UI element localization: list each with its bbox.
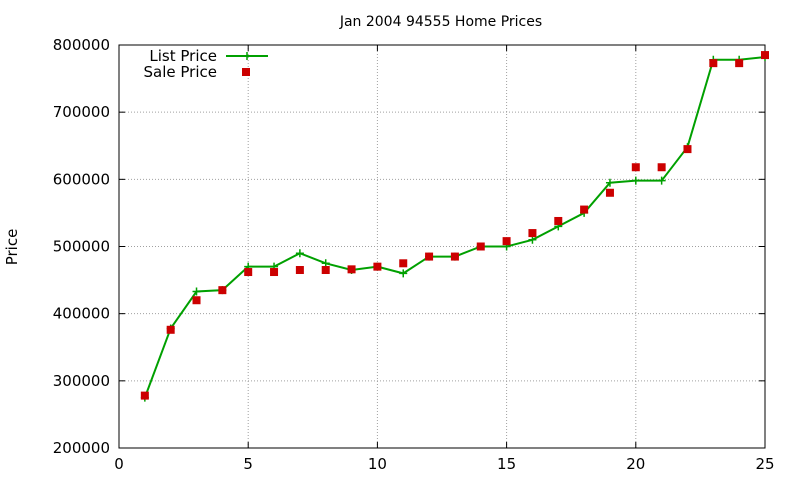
y-tick-label: 600000 [53, 170, 110, 188]
sale-price-marker [321, 266, 330, 275]
y-tick-label: 800000 [53, 36, 110, 54]
grid [119, 45, 765, 448]
sale-price-marker [683, 145, 692, 154]
plot-frame [118, 44, 766, 449]
legend-label-sale-price: Sale Price [144, 63, 217, 81]
list-price-marker [605, 178, 614, 187]
x-tick-label: 10 [368, 455, 387, 473]
sale-price-marker [657, 163, 666, 172]
chart-title: Jan 2004 94555 Home Prices [339, 14, 542, 30]
x-tick-label: 25 [755, 455, 774, 473]
sale-price-marker [476, 242, 485, 251]
list-price-marker [295, 249, 304, 258]
sale-price-marker [735, 59, 744, 68]
sale-price-marker [554, 216, 563, 225]
sale-price-marker [270, 268, 279, 277]
sale-price-marker [631, 163, 640, 172]
x-tick-label: 15 [497, 455, 516, 473]
list-price-marker [192, 287, 201, 296]
sale-price-marker [761, 51, 769, 60]
sale-price-marker [373, 262, 382, 271]
y-tick-label: 700000 [53, 103, 110, 121]
y-tick-label: 300000 [53, 372, 110, 390]
sale-price-marker [295, 266, 304, 275]
sale-price-marker [709, 59, 718, 68]
legend-marker-list-price [243, 52, 251, 60]
sale-price-marker [450, 252, 459, 261]
x-tick-label: 0 [114, 455, 124, 473]
sale-price-marker [399, 259, 408, 268]
legend-label-list-price: List Price [149, 47, 217, 65]
sale-price-marker [425, 252, 434, 261]
list-price-line [143, 56, 766, 398]
sale-price-marker [218, 286, 227, 295]
list-price-marker [528, 235, 537, 244]
x-tick-label: 5 [243, 455, 253, 473]
list-price-marker [399, 269, 408, 278]
y-tick-label: 500000 [53, 238, 110, 256]
sale-price-marker [502, 237, 511, 246]
sale-price-marker [605, 188, 614, 197]
y-tick-label: 400000 [53, 305, 110, 323]
series-layer [140, 51, 769, 402]
sale-price-marker [244, 268, 253, 277]
sale-price-marker [347, 265, 356, 274]
sale-price-marker [166, 325, 175, 334]
axis-ticks: 0 5 10 15 20 25 200000 300000 400000 500000 600000… [53, 36, 775, 473]
sale-price-marker [192, 296, 201, 305]
list-price-marker [321, 259, 330, 268]
list-price-marker [631, 176, 640, 185]
sale-price-marker [580, 205, 589, 214]
sale-price-marker [140, 391, 149, 400]
y-axis-label: Price [3, 229, 21, 266]
list-price-marker [657, 176, 666, 185]
x-tick-label: 20 [626, 455, 645, 473]
y-tick-label: 200000 [53, 439, 110, 457]
sale-price-marker [528, 229, 537, 238]
legend-marker-sale-price [242, 68, 250, 76]
